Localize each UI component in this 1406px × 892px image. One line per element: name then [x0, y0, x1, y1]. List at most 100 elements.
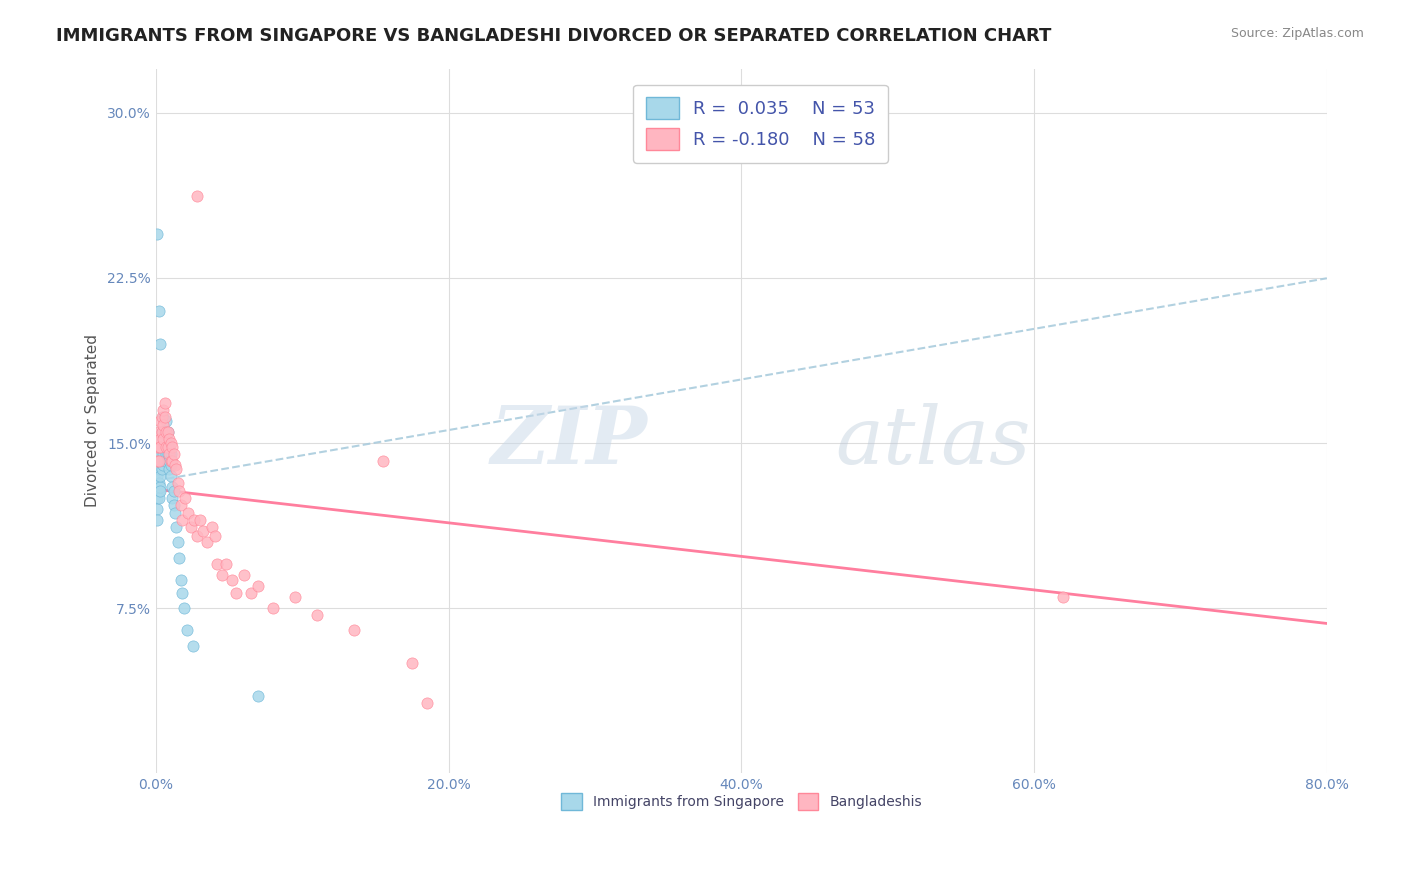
Point [174, 491, 197, 505]
Point [342, 624, 364, 638]
Text: IMMIGRANTS FROM SINGAPORE VS BANGLADESHI DIVORCED OR SEPARATED CORRELATION CHART: IMMIGRANTS FROM SINGAPORE VS BANGLADESHI… [56, 27, 1052, 45]
Point [240, 586, 263, 600]
Point [215, 557, 238, 571]
Point [162, 498, 184, 512]
Point [146, 453, 169, 467]
Point [157, 462, 180, 476]
Point [167, 535, 190, 549]
Point [148, 475, 170, 490]
Point [207, 557, 229, 571]
Point [148, 425, 170, 439]
Point [146, 502, 169, 516]
Point [173, 601, 195, 615]
Point [159, 469, 181, 483]
Point [157, 441, 180, 455]
Point [159, 453, 181, 467]
Point [148, 491, 170, 505]
Text: atlas: atlas [835, 403, 1031, 481]
Point [146, 469, 169, 483]
Point [262, 601, 284, 615]
Point [169, 550, 191, 565]
Point [284, 591, 307, 605]
Point [172, 586, 194, 600]
Point [149, 469, 172, 483]
Point [148, 303, 170, 318]
Point [166, 519, 188, 533]
Point [162, 484, 184, 499]
Point [153, 409, 176, 424]
Point [149, 414, 172, 428]
Point [146, 480, 169, 494]
Point [150, 462, 173, 476]
Point [160, 453, 183, 467]
Point [150, 409, 173, 424]
Point [188, 513, 211, 527]
Point [150, 441, 173, 455]
Point [180, 519, 202, 533]
Point [152, 432, 174, 446]
Point [152, 425, 174, 439]
Point [152, 418, 174, 433]
Point [157, 432, 180, 446]
Point [167, 475, 190, 490]
Point [152, 403, 174, 417]
Point [155, 414, 177, 428]
Point [162, 447, 184, 461]
Point [169, 484, 191, 499]
Point [163, 507, 186, 521]
Point [149, 447, 172, 461]
Point [159, 447, 181, 461]
Point [156, 436, 179, 450]
Text: Source: ZipAtlas.com: Source: ZipAtlas.com [1230, 27, 1364, 40]
Point [211, 568, 233, 582]
Point [160, 480, 183, 494]
Point [170, 573, 193, 587]
Point [170, 498, 193, 512]
Point [186, 528, 208, 542]
Point [247, 579, 270, 593]
Point [155, 447, 177, 461]
Point [146, 441, 169, 455]
Point [148, 453, 170, 467]
Point [149, 484, 172, 499]
Point [183, 513, 205, 527]
Point [195, 535, 218, 549]
Point [155, 432, 177, 446]
Point [152, 447, 174, 461]
Point [153, 441, 176, 455]
Point [186, 189, 208, 203]
Point [159, 436, 181, 450]
Point [150, 453, 173, 467]
Point [155, 425, 177, 439]
Point [149, 480, 172, 494]
Point [156, 425, 179, 439]
Point [149, 337, 172, 351]
Point [146, 227, 169, 241]
Point [156, 441, 179, 455]
Point [153, 396, 176, 410]
Point [152, 409, 174, 424]
Point [177, 507, 200, 521]
Point [159, 458, 181, 472]
Point [149, 441, 172, 455]
Point [153, 425, 176, 439]
Point [150, 425, 173, 439]
Point [160, 441, 183, 455]
Point [191, 524, 214, 538]
Point [401, 657, 423, 671]
Point [152, 458, 174, 472]
Point [1052, 591, 1074, 605]
Point [247, 690, 270, 704]
Point [148, 462, 170, 476]
Point [157, 453, 180, 467]
Point [148, 484, 170, 499]
Point [204, 528, 226, 542]
Point [146, 491, 169, 505]
Point [152, 441, 174, 455]
Point [371, 453, 394, 467]
Legend: Immigrants from Singapore, Bangladeshis: Immigrants from Singapore, Bangladeshis [555, 788, 928, 816]
Point [160, 491, 183, 505]
Point [176, 624, 198, 638]
Text: ZIP: ZIP [491, 403, 648, 481]
Point [221, 573, 243, 587]
